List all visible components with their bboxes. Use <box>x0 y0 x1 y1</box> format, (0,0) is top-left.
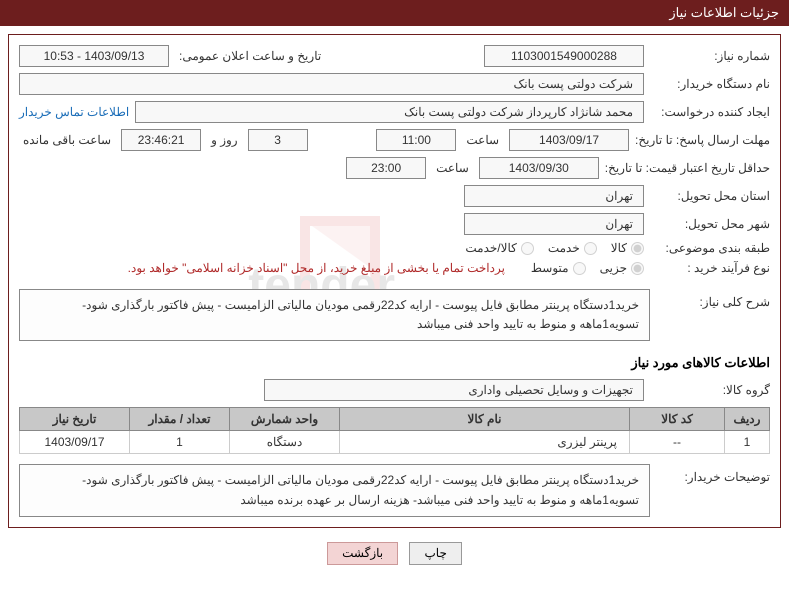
main-panel: tender شماره نیاز: 1103001549000288 تاری… <box>8 34 781 528</box>
need-no-value: 1103001549000288 <box>484 45 644 67</box>
col-unit: واحد شمارش <box>230 408 340 431</box>
goods-group-value: تجهیزات و وسایل تحصیلی واداری <box>264 379 644 401</box>
col-row: ردیف <box>725 408 770 431</box>
buyer-org-label: نام دستگاه خریدار: <box>650 77 770 91</box>
overall-desc-label: شرح کلی نیاز: <box>650 289 770 309</box>
col-code: کد کالا <box>630 408 725 431</box>
cell-name: پرینتر لیزری <box>340 431 630 454</box>
buyer-notes-label: توضیحات خریدار: <box>650 464 770 484</box>
goods-table: ردیف کد کالا نام کالا واحد شمارش تعداد /… <box>19 407 770 454</box>
radio-goods-label: کالا <box>611 241 627 255</box>
days-remaining: 3 <box>248 129 308 151</box>
city-value: تهران <box>464 213 644 235</box>
province-label: استان محل تحویل: <box>650 189 770 203</box>
cell-code: -- <box>630 431 725 454</box>
cell-row: 1 <box>725 431 770 454</box>
cell-qty: 1 <box>130 431 230 454</box>
announce-value: 1403/09/13 - 10:53 <box>19 45 169 67</box>
process-radio-group: جزیی متوسط <box>531 261 644 275</box>
buyer-notes-value: خرید1دستگاه پرینتر مطابق فایل پیوست - ار… <box>19 464 650 516</box>
deadline-label: مهلت ارسال پاسخ: تا تاریخ: <box>635 133 770 147</box>
cell-date: 1403/09/17 <box>20 431 130 454</box>
radio-both[interactable]: کالا/خدمت <box>465 241 533 255</box>
validity-label: حداقل تاریخ اعتبار قیمت: تا تاریخ: <box>605 161 770 175</box>
time-label-2: ساعت <box>432 161 473 175</box>
page-header: جزئیات اطلاعات نیاز <box>0 0 789 26</box>
province-value: تهران <box>464 185 644 207</box>
goods-group-label: گروه کالا: <box>650 383 770 397</box>
announce-label: تاریخ و ساعت اعلان عمومی: <box>175 49 325 63</box>
radio-medium[interactable]: متوسط <box>531 261 586 275</box>
print-button[interactable]: چاپ <box>409 542 461 565</box>
validity-time: 23:00 <box>346 157 426 179</box>
radio-partial-label: جزیی <box>600 261 627 275</box>
radio-service-label: خدمت <box>548 241 580 255</box>
cell-unit: دستگاه <box>230 431 340 454</box>
buyer-org-value: شرکت دولتی پست بانک <box>19 73 644 95</box>
radio-partial[interactable]: جزیی <box>600 261 644 275</box>
category-radio-group: کالا خدمت کالا/خدمت <box>465 241 644 255</box>
need-no-label: شماره نیاز: <box>650 49 770 63</box>
city-label: شهر محل تحویل: <box>650 217 770 231</box>
days-and-label: روز و <box>207 133 242 147</box>
radio-service[interactable]: خدمت <box>548 241 597 255</box>
process-label: نوع فرآیند خرید : <box>650 261 770 275</box>
validity-date: 1403/09/30 <box>479 157 599 179</box>
radio-goods[interactable]: کالا <box>611 241 644 255</box>
radio-both-label: کالا/خدمت <box>465 241 516 255</box>
return-button[interactable]: بازگشت <box>327 542 398 565</box>
goods-section-title: اطلاعات کالاهای مورد نیاز <box>19 355 770 371</box>
buttons-row: چاپ بازگشت <box>0 536 789 565</box>
time-label-1: ساعت <box>462 133 503 147</box>
payment-note: پرداخت تمام یا بخشی از مبلغ خرید، از محل… <box>128 261 505 275</box>
requester-label: ایجاد کننده درخواست: <box>650 105 770 119</box>
contact-link[interactable]: اطلاعات تماس خریدار <box>19 105 129 119</box>
col-date: تاریخ نیاز <box>20 408 130 431</box>
col-qty: تعداد / مقدار <box>130 408 230 431</box>
requester-value: محمد شانژاد کارپرداز شرکت دولتی پست بانک <box>135 101 644 123</box>
col-name: نام کالا <box>340 408 630 431</box>
deadline-date: 1403/09/17 <box>509 129 629 151</box>
remaining-label: ساعت باقی مانده <box>19 133 115 147</box>
deadline-time: 11:00 <box>376 129 456 151</box>
radio-medium-label: متوسط <box>531 261 569 275</box>
overall-desc-value: خرید1دستگاه پرینتر مطابق فایل پیوست - ار… <box>19 289 650 341</box>
category-label: طبقه بندی موضوعی: <box>650 241 770 255</box>
table-row: 1 -- پرینتر لیزری دستگاه 1 1403/09/17 <box>20 431 770 454</box>
countdown-value: 23:46:21 <box>121 129 201 151</box>
